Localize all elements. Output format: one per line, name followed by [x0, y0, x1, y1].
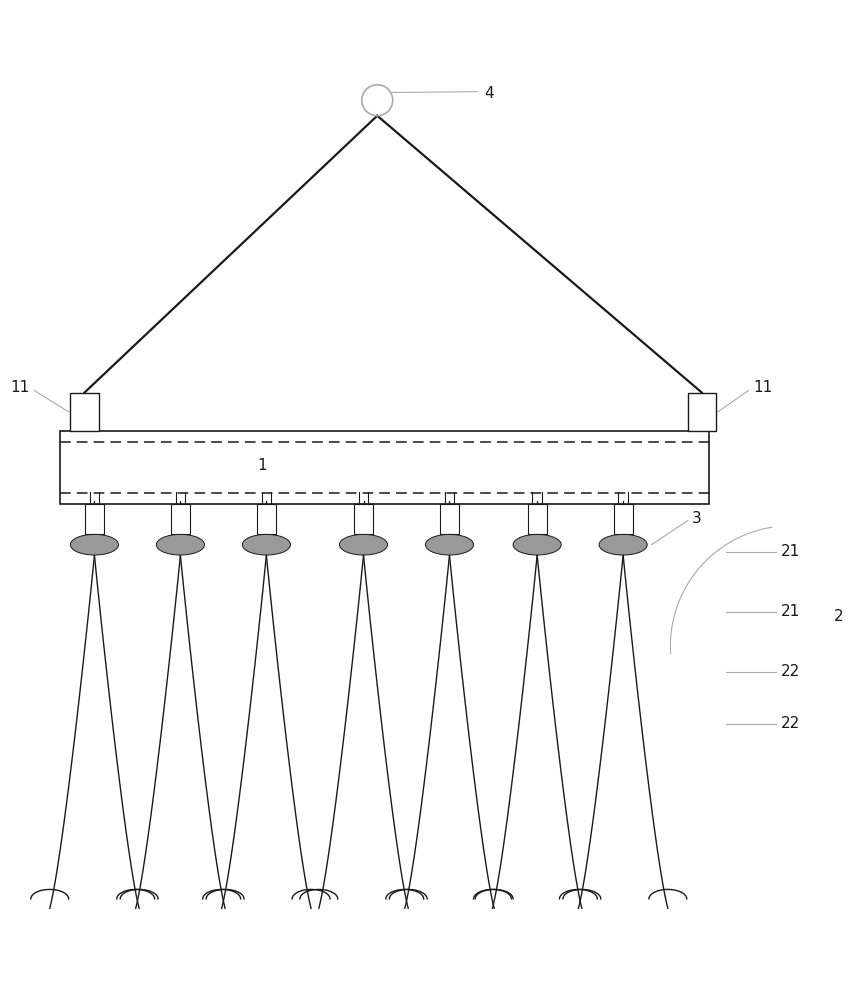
Bar [70, 393, 99, 431]
Ellipse shape [513, 534, 562, 555]
Ellipse shape [70, 534, 119, 555]
Ellipse shape [156, 534, 205, 555]
Text: 11: 11 [753, 380, 773, 395]
Ellipse shape [242, 534, 291, 555]
Bar [354, 504, 373, 534]
Ellipse shape [339, 534, 388, 555]
Text: 4: 4 [484, 86, 495, 101]
Bar [687, 393, 716, 431]
Text: 21: 21 [780, 604, 799, 619]
Bar [85, 504, 104, 534]
Ellipse shape [425, 534, 474, 555]
Bar [257, 504, 276, 534]
Text: 21: 21 [780, 544, 799, 559]
Text: 11: 11 [10, 380, 30, 395]
Bar [614, 504, 633, 534]
Text: 3: 3 [692, 511, 701, 526]
Bar [440, 504, 459, 534]
Text: 22: 22 [780, 664, 799, 679]
Bar [60, 431, 709, 504]
Bar [171, 504, 190, 534]
Ellipse shape [599, 534, 648, 555]
Text: 2: 2 [834, 609, 844, 624]
Text: 1: 1 [258, 458, 267, 473]
Text: 22: 22 [780, 716, 799, 731]
Bar [528, 504, 547, 534]
